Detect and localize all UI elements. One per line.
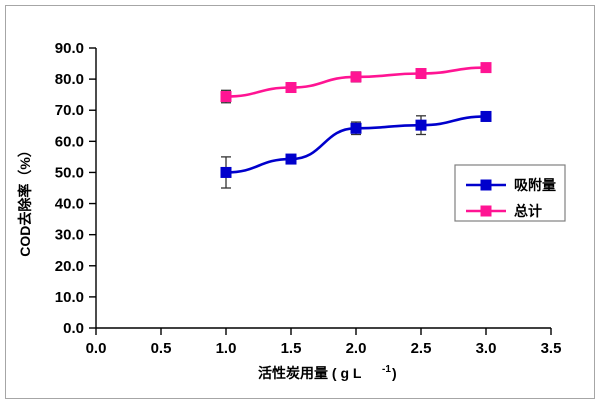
- series-2: [220, 62, 492, 104]
- y-axis-title-text: COD去除率（%）: [17, 143, 33, 257]
- x-axis-title-text: 活性炭用量 ( g L: [258, 365, 362, 381]
- legend-item-2[interactable]: 总计: [466, 203, 542, 219]
- x-tick-label: 2.0: [346, 340, 367, 357]
- series-layer: [220, 62, 492, 189]
- y-tick-label: 40.0: [55, 196, 84, 213]
- x-tick-label: 1.0: [216, 340, 237, 357]
- series-marker[interactable]: [285, 82, 297, 94]
- series-marker[interactable]: [480, 110, 492, 122]
- legend-item-1[interactable]: 吸附量: [466, 177, 556, 193]
- series-marker[interactable]: [350, 71, 362, 83]
- y-axis-title: COD去除率（%）: [17, 143, 33, 257]
- x-tick-label: 1.5: [281, 340, 302, 357]
- y-axis-tick-labels: 0.0 10.0 20.0 30.0 40.0 50.0 60.0 70.0 80.0 90.0: [55, 40, 84, 337]
- series-marker[interactable]: [220, 166, 232, 178]
- y-tick-label: 10.0: [55, 289, 84, 306]
- legend-marker: [480, 205, 492, 217]
- y-tick-label: 30.0: [55, 227, 84, 244]
- series-1: [220, 110, 492, 189]
- x-tick-label: 0.0: [86, 340, 107, 357]
- legend-marker: [480, 179, 492, 191]
- x-tick-label: 3.0: [476, 340, 497, 357]
- y-tick-label: 20.0: [55, 258, 84, 275]
- x-tick-label: 2.5: [411, 340, 432, 357]
- series-marker[interactable]: [285, 153, 297, 165]
- x-axis-title-tail: ): [392, 365, 397, 381]
- x-axis-ticks: [95, 328, 552, 335]
- x-axis-tick-labels: 0.0 0.5 1.0 1.5 2.0 2.5 3.0 3.5: [86, 340, 562, 357]
- x-axis-title: 活性炭用量 ( g L -1 ): [258, 364, 397, 381]
- x-tick-label: 3.5: [541, 340, 562, 357]
- y-tick-label: 70.0: [55, 102, 84, 119]
- series-marker[interactable]: [415, 68, 427, 80]
- y-tick-label: 80.0: [55, 71, 84, 88]
- y-tick-label: 60.0: [55, 133, 84, 150]
- series-marker[interactable]: [350, 122, 362, 134]
- y-axis-ticks: [89, 47, 96, 329]
- y-tick-label: 0.0: [63, 320, 84, 337]
- series-marker[interactable]: [415, 119, 427, 131]
- legend-label: 总计: [514, 203, 542, 219]
- legend-box: [454, 164, 566, 222]
- x-axis-title-superscript: -1: [382, 364, 391, 375]
- series-marker[interactable]: [480, 62, 492, 74]
- legend-label: 吸附量: [514, 177, 556, 193]
- x-tick-label: 0.5: [151, 340, 172, 357]
- y-tick-label: 90.0: [55, 40, 84, 57]
- y-tick-label: 50.0: [55, 164, 84, 181]
- series-marker[interactable]: [220, 91, 232, 103]
